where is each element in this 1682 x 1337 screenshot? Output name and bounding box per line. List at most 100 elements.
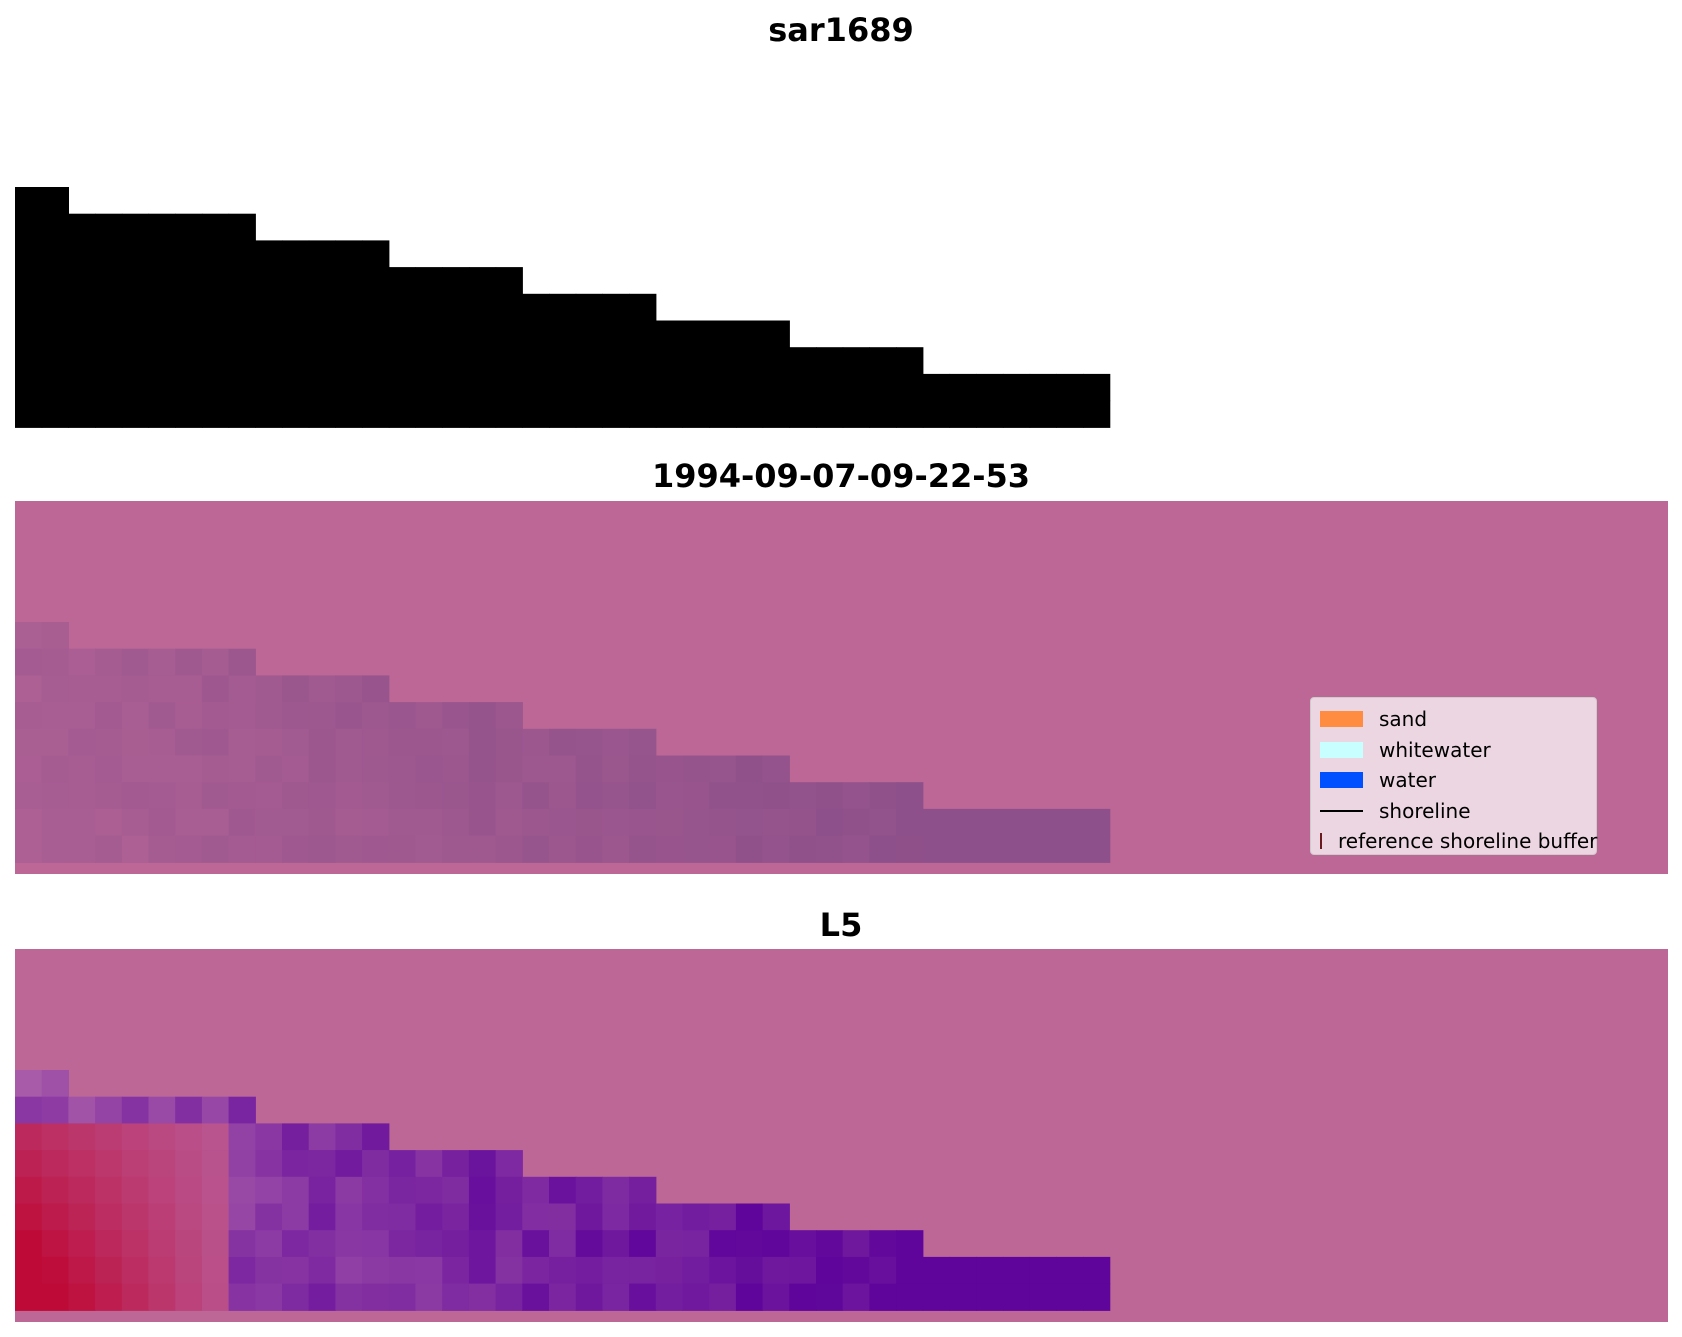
pixel-cell: [415, 728, 443, 757]
pixel-cell: [255, 267, 283, 295]
pixel-cell: [255, 1150, 283, 1178]
pixel-cell: [709, 400, 737, 428]
pixel-cell: [148, 808, 176, 837]
pixel-cell: [15, 240, 43, 268]
pixel-cell: [95, 1203, 123, 1231]
pixel-cell: [602, 373, 630, 402]
pixel-cell: [15, 213, 43, 241]
panel-title-3: L5: [819, 906, 863, 944]
pixel-cell: [575, 293, 603, 322]
pixel-cell: [148, 648, 176, 676]
pixel-cell: [522, 728, 550, 757]
pixel-cell: [1083, 1256, 1111, 1285]
pixel-cell: [41, 240, 69, 268]
pixel-cell: [175, 320, 203, 348]
whitewater-swatch: [1320, 741, 1363, 758]
pixel-cell: [148, 1176, 176, 1205]
pixel-cell: [1029, 373, 1057, 402]
pixel-cell: [201, 648, 230, 676]
pixel-cell: [762, 1283, 790, 1311]
pixel-cell: [121, 1230, 150, 1258]
pixel-cell: [442, 1203, 470, 1231]
pixel-cell: [442, 293, 470, 322]
pixel-cell: [442, 1230, 470, 1258]
pixel-cell: [575, 347, 603, 375]
pixel-cell: [201, 1176, 230, 1205]
pixel-cell: [388, 347, 417, 375]
pixel-cell: [335, 1150, 363, 1178]
pixel-cell: [148, 373, 176, 402]
pixel-cell: [682, 835, 710, 863]
pixel-cell: [201, 782, 230, 810]
pixel-cell: [1056, 1256, 1084, 1285]
pixel-cell: [575, 373, 603, 402]
pixel-cell: [682, 373, 710, 402]
image-panel-sar: [15, 66, 1668, 439]
pixel-cell: [201, 1230, 230, 1258]
pixel-cell: [602, 1176, 630, 1205]
pixel-cell: [468, 755, 497, 783]
pixel-cell: [495, 400, 523, 428]
pixel-cell: [68, 1150, 96, 1178]
pixel-cell: [41, 1203, 69, 1231]
pixel-cell: [15, 1096, 43, 1124]
pixel-cell: [335, 808, 363, 837]
classification-image: [15, 501, 1668, 874]
pixel-cell: [41, 702, 69, 730]
pixel-cell: [549, 835, 577, 863]
pixel-cell: [468, 373, 497, 402]
pixel-cell: [415, 1203, 443, 1231]
pixel-cell: [41, 622, 69, 650]
pixel-cell: [148, 728, 176, 757]
pixel-cell: [41, 320, 69, 348]
pixel-cell: [255, 1176, 283, 1205]
pixel-cell: [68, 267, 96, 295]
pixel-cell: [976, 835, 1004, 863]
pixel-cell: [228, 1150, 256, 1178]
pixel-cell: [789, 1230, 817, 1258]
pixel-cell: [121, 373, 150, 402]
pixel-cell: [255, 293, 283, 322]
pixel-cell: [655, 1256, 684, 1285]
pixel-cell: [148, 755, 176, 783]
pixel-cell: [682, 808, 710, 837]
pixel-cell: [495, 835, 523, 863]
pixel-cell: [602, 782, 630, 810]
pixel-cell: [41, 187, 69, 215]
pixel-cell: [976, 808, 1004, 837]
pixel-cell: [121, 782, 150, 810]
pixel-cell: [442, 835, 470, 863]
pixel-cell: [95, 835, 123, 863]
pixel-cell: [522, 835, 550, 863]
pixel-cell: [388, 835, 417, 863]
pixel-cell: [335, 1123, 363, 1151]
pixel-cell: [308, 347, 336, 375]
pixel-cell: [388, 1283, 417, 1311]
pixel-cell: [148, 293, 176, 322]
pixel-cell: [816, 400, 844, 428]
pixel-cell: [41, 675, 69, 703]
pixel-cell: [148, 213, 176, 241]
pixel-cell: [95, 1283, 123, 1311]
pixel-cell: [549, 1256, 577, 1285]
pixel-cell: [175, 702, 203, 730]
pixel-cell: [282, 293, 310, 322]
pixel-cell: [68, 1176, 96, 1205]
pixel-cell: [762, 782, 790, 810]
pixel-cell: [495, 702, 523, 730]
pixel-cell: [175, 835, 203, 863]
pixel-cell: [1056, 1283, 1084, 1311]
pixel-cell: [495, 755, 523, 783]
pixel-cell: [602, 808, 630, 837]
pixel-cell: [362, 782, 390, 810]
pixel-cell: [282, 1230, 310, 1258]
pixel-cell: [15, 1283, 43, 1311]
pixel-cell: [468, 1256, 497, 1285]
pixel-cell: [228, 648, 256, 676]
pixel-cell: [255, 1230, 283, 1258]
pixel-cell: [709, 320, 737, 348]
pixel-cell: [629, 835, 657, 863]
pixel-cell: [816, 1256, 844, 1285]
pixel-cell: [789, 835, 817, 863]
pixel-cell: [442, 782, 470, 810]
